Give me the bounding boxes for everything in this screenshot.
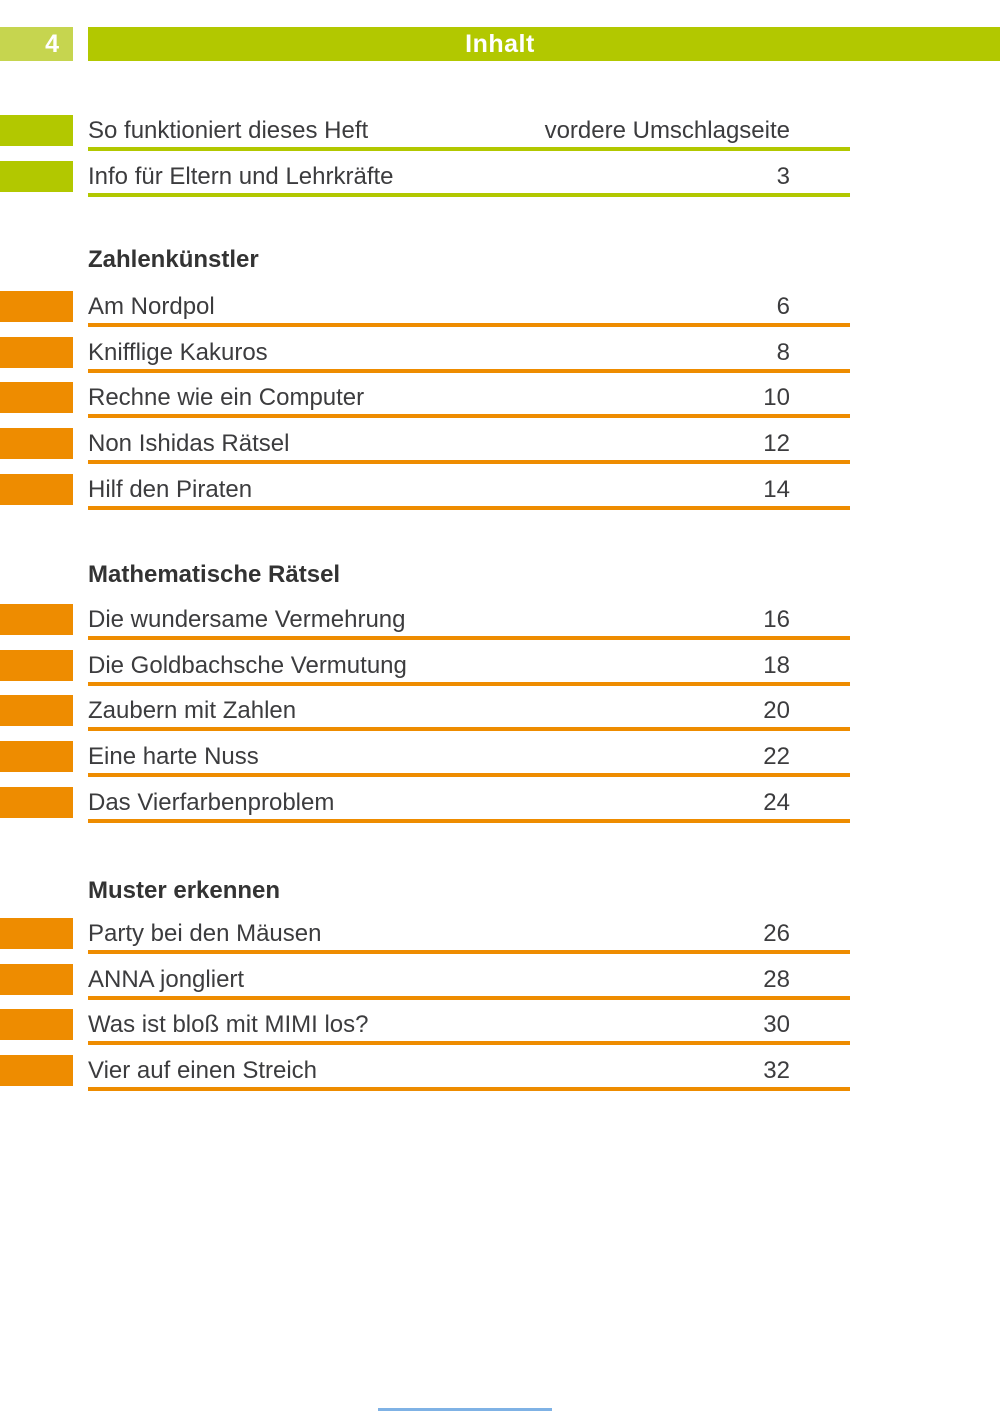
row-rule [88,1087,850,1091]
toc-row: Am Nordpol 6 [0,291,850,327]
page-number: 4 [45,29,59,58]
row-rule [88,996,850,1000]
row-title: Knifflige Kakuros [88,339,268,366]
row-title: Rechne wie ein Computer [88,384,365,411]
row-marker [0,695,73,726]
toc-row: Non Ishidas Rätsel 12 [0,428,850,464]
row-title: Die wundersame Vermehrung [88,606,406,633]
toc-row: Das Vierfarbenproblem 24 [0,787,850,823]
row-marker [0,161,73,192]
row-rule [88,819,850,823]
row-title: Zaubern mit Zahlen [88,697,297,724]
toc-row: Was ist bloß mit MIMI los? 30 [0,1009,850,1045]
toc-row: Info für Eltern und Lehrkräfte 3 [0,161,850,197]
toc-row: Party bei den Mäusen 26 [0,918,850,954]
header-bar [88,27,1000,61]
row-rule [88,369,850,373]
row-page: 16 [763,606,790,633]
row-title: Am Nordpol [88,293,215,320]
section-heading: Zahlenkünstler [88,246,259,273]
row-page: 12 [763,430,790,457]
row-rule [88,414,850,418]
row-page: 22 [763,743,790,770]
row-page: 6 [776,293,790,320]
row-marker [0,1055,73,1086]
bottom-divider [378,1408,552,1411]
row-page: 28 [763,966,790,993]
row-page: 24 [763,789,790,816]
row-title: Eine harte Nuss [88,743,259,770]
row-marker [0,337,73,368]
row-title: Das Vierfarbenproblem [88,789,335,816]
row-title: Non Ishidas Rätsel [88,430,290,457]
row-marker [0,918,73,949]
row-rule [88,727,850,731]
row-page: 32 [763,1057,790,1084]
row-page: 18 [763,652,790,679]
row-title: Hilf den Piraten [88,476,253,503]
row-page: vordere Umschlagseite [544,117,790,144]
page-title: Inhalt [465,30,535,58]
row-marker [0,964,73,995]
row-marker [0,1009,73,1040]
row-title: Die Goldbachsche Vermutung [88,652,407,679]
section-heading: Mathematische Rätsel [88,561,341,588]
section-heading: Muster erkennen [88,877,281,904]
row-rule [88,636,850,640]
row-page: 30 [763,1011,790,1038]
row-rule [88,950,850,954]
row-rule [88,323,850,327]
row-rule [88,773,850,777]
row-marker [0,741,73,772]
row-title: Info für Eltern und Lehrkräfte [88,163,394,190]
row-rule [88,1041,850,1045]
row-rule [88,682,850,686]
row-page: 14 [763,476,790,503]
row-marker [0,382,73,413]
row-marker [0,650,73,681]
toc-row: Zaubern mit Zahlen 20 [0,695,850,731]
row-marker [0,604,73,635]
toc-row: Die wundersame Vermehrung 16 [0,604,850,640]
row-title: Party bei den Mäusen [88,920,322,947]
toc-row: Vier auf einen Streich 32 [0,1055,850,1091]
row-title: Was ist bloß mit MIMI los? [88,1011,369,1038]
page-number-badge: 4 [0,27,73,61]
toc-row: Die Goldbachsche Vermutung 18 [0,650,850,686]
row-title: ANNA jongliert [88,966,245,993]
row-page: 26 [763,920,790,947]
row-title: Vier auf einen Streich [88,1057,318,1084]
row-marker [0,787,73,818]
row-rule [88,506,850,510]
row-title: So funktioniert dieses Heft [88,117,369,144]
row-marker [0,115,73,146]
toc-row: Hilf den Piraten 14 [0,474,850,510]
row-page: 8 [776,339,790,366]
row-rule [88,147,850,151]
row-page: 20 [763,697,790,724]
row-marker [0,291,73,322]
toc-row: Eine harte Nuss 22 [0,741,850,777]
toc-row: ANNA jongliert 28 [0,964,850,1000]
toc-row: Knifflige Kakuros 8 [0,337,850,373]
row-rule [88,193,850,197]
row-page: 3 [776,163,790,190]
row-marker [0,474,73,505]
row-page: 10 [763,384,790,411]
row-marker [0,428,73,459]
toc-row: Rechne wie ein Computer 10 [0,382,850,418]
toc-row: So funktioniert dieses Heft vordere Umsc… [0,115,850,151]
row-rule [88,460,850,464]
